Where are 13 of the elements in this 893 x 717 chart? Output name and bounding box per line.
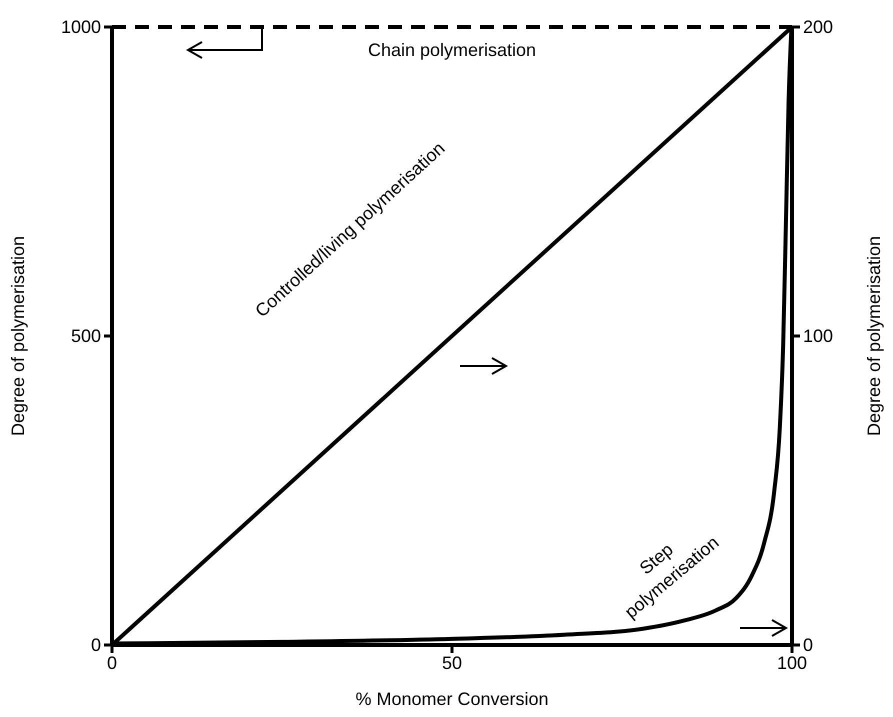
y2-axis-title: Degree of polymerisation: [864, 236, 884, 436]
y-tick-label: 500: [70, 326, 101, 346]
x-tick-label: 50: [442, 652, 462, 673]
x-tick-label: 0: [106, 652, 118, 673]
series-label: Chain polymerisation: [368, 40, 536, 60]
y-tick-label: 0: [90, 634, 101, 655]
y2-tick-label: 0: [803, 634, 814, 655]
x-axis-title: % Monomer Conversion: [355, 689, 549, 709]
y-tick-label: 1000: [60, 16, 101, 37]
x-tick-label: 100: [776, 652, 808, 673]
y2-tick-label: 100: [803, 326, 834, 346]
y-axis-title: Degree of polymerisation: [8, 236, 28, 436]
y2-tick-label: 200: [803, 16, 834, 37]
